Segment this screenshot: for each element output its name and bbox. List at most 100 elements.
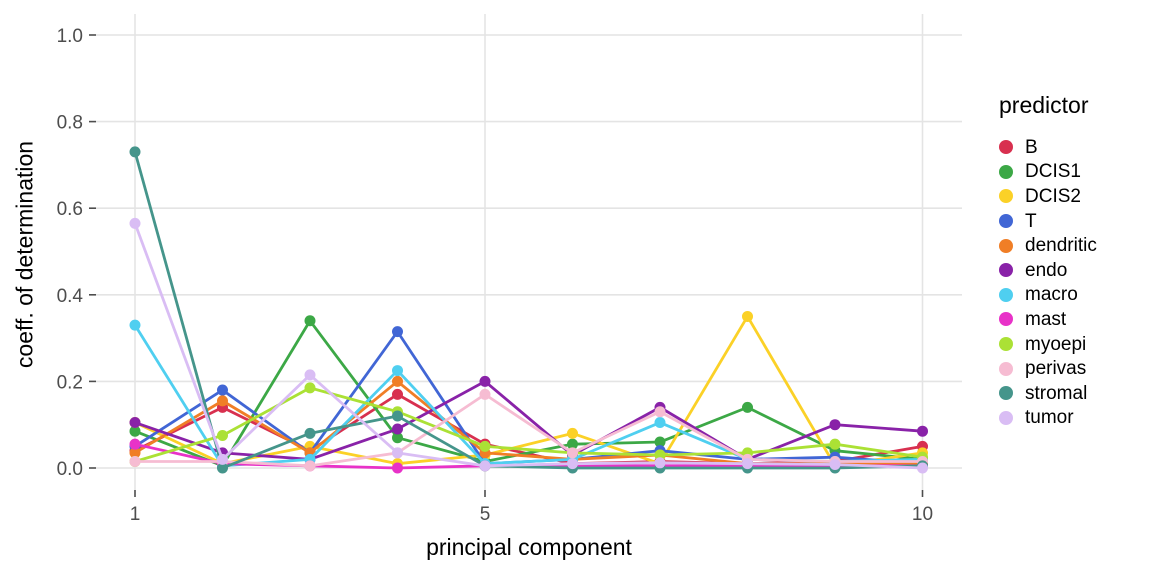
- data-point-tumor: [304, 369, 316, 381]
- data-point-tumor: [829, 459, 841, 471]
- legend-swatch-icon: [999, 386, 1013, 401]
- legend-item-perivas: perivas: [999, 356, 1097, 381]
- legend-swatch-icon: [999, 312, 1013, 327]
- legend-swatch-icon: [999, 410, 1013, 425]
- legend-label: stromal: [1025, 382, 1088, 404]
- data-point-endo: [917, 425, 928, 437]
- legend-item-macro: macro: [999, 283, 1097, 308]
- legend-title: predictor: [999, 92, 1089, 118]
- data-point-perivas: [567, 447, 578, 459]
- series-line-tumor: [133, 221, 924, 470]
- legend-swatch-icon: [999, 263, 1013, 278]
- legend-label: mast: [1025, 308, 1067, 330]
- x-axis-title: principal component: [426, 534, 632, 560]
- legend-label: DCIS1: [1025, 161, 1081, 183]
- data-point-macro: [654, 417, 666, 429]
- data-point-dendritic: [129, 447, 141, 459]
- legend-swatch-icon: [999, 214, 1013, 229]
- data-point-perivas: [654, 406, 666, 418]
- data-point-B: [392, 388, 403, 400]
- legend-swatch-icon: [999, 164, 1013, 179]
- data-point-dendritic: [392, 375, 403, 387]
- data-point-dendritic: [217, 395, 228, 407]
- data-point-perivas: [479, 388, 491, 400]
- legend-label: tumor: [1025, 407, 1074, 429]
- y-tick-label: 0.2: [57, 372, 83, 393]
- series-line-DCIS2: [133, 315, 924, 468]
- data-point-endo: [392, 423, 403, 435]
- data-point-T: [217, 384, 228, 396]
- data-point-tumor: [217, 453, 228, 465]
- data-point-endo: [129, 417, 141, 429]
- data-point-myoepi: [304, 382, 316, 394]
- legend-label: T: [1025, 210, 1037, 232]
- series-line-DCIS1: [133, 319, 924, 468]
- data-point-DCIS1: [742, 401, 753, 413]
- data-point-tumor: [917, 462, 928, 474]
- data-point-stromal: [129, 146, 141, 158]
- data-point-DCIS1: [654, 436, 666, 448]
- data-point-tumor: [129, 217, 141, 229]
- data-point-myoepi: [829, 438, 841, 450]
- legend-label: dendritic: [1025, 235, 1097, 257]
- data-point-DCIS2: [742, 310, 753, 322]
- data-point-myoepi: [217, 430, 228, 442]
- y-tick-label: 0.8: [57, 113, 83, 134]
- data-point-DCIS1: [129, 425, 141, 437]
- data-point-stromal: [392, 410, 403, 422]
- legend-item-tumor: tumor: [999, 406, 1097, 431]
- data-point-stromal: [217, 462, 228, 474]
- data-point-tumor: [742, 458, 753, 470]
- data-point-myoepi: [479, 440, 491, 452]
- x-tick-label: 5: [480, 504, 491, 525]
- data-point-endo: [479, 375, 491, 387]
- series-line-stromal: [133, 150, 924, 470]
- data-point-tumor: [654, 457, 666, 469]
- data-point-mast: [129, 438, 141, 450]
- legend-item-endo: endo: [999, 258, 1097, 283]
- legend-swatch-icon: [999, 361, 1013, 376]
- y-tick-label: 0.4: [57, 286, 84, 307]
- data-point-macro: [129, 319, 141, 331]
- legend-item-DCIS1: DCIS1: [999, 160, 1097, 185]
- data-point-myoepi: [654, 449, 666, 461]
- legend-item-stromal: stromal: [999, 381, 1097, 406]
- data-point-T: [392, 326, 403, 338]
- legend-label: DCIS2: [1025, 185, 1081, 207]
- legend-item-mast: mast: [999, 307, 1097, 332]
- data-point-tumor: [567, 458, 578, 470]
- legend-label: endo: [1025, 259, 1068, 281]
- data-point-stromal: [304, 427, 316, 439]
- y-tick-label: 1.0: [57, 26, 83, 47]
- data-point-DCIS1: [304, 315, 316, 327]
- legend-label: myoepi: [1025, 333, 1087, 355]
- legend-item-B: B: [999, 135, 1097, 160]
- data-point-perivas: [304, 460, 316, 472]
- series-line-endo: [133, 379, 924, 461]
- data-point-tumor: [479, 460, 491, 472]
- y-tick-label: 0.0: [57, 459, 83, 480]
- series-line-perivas: [133, 392, 924, 468]
- x-tick-label: 10: [912, 504, 933, 525]
- data-point-endo: [829, 419, 841, 431]
- x-tick-label: 1: [130, 504, 141, 525]
- legend-swatch-icon: [999, 337, 1013, 352]
- y-tick-label: 0.6: [57, 199, 83, 220]
- legend-label: perivas: [1025, 358, 1087, 380]
- y-axis-title: coeff. of determination: [11, 140, 38, 369]
- legend-swatch-icon: [999, 140, 1013, 155]
- legend-item-T: T: [999, 209, 1097, 234]
- data-point-DCIS1: [567, 438, 578, 450]
- series-line-myoepi: [133, 386, 924, 463]
- data-point-DCIS1: [392, 432, 403, 444]
- legend-item-dendritic: dendritic: [999, 233, 1097, 258]
- data-point-macro: [392, 365, 403, 377]
- data-point-mast: [392, 462, 403, 474]
- legend-swatch-icon: [999, 287, 1013, 302]
- legend-item-DCIS2: DCIS2: [999, 184, 1097, 209]
- legend-item-myoepi: myoepi: [999, 332, 1097, 357]
